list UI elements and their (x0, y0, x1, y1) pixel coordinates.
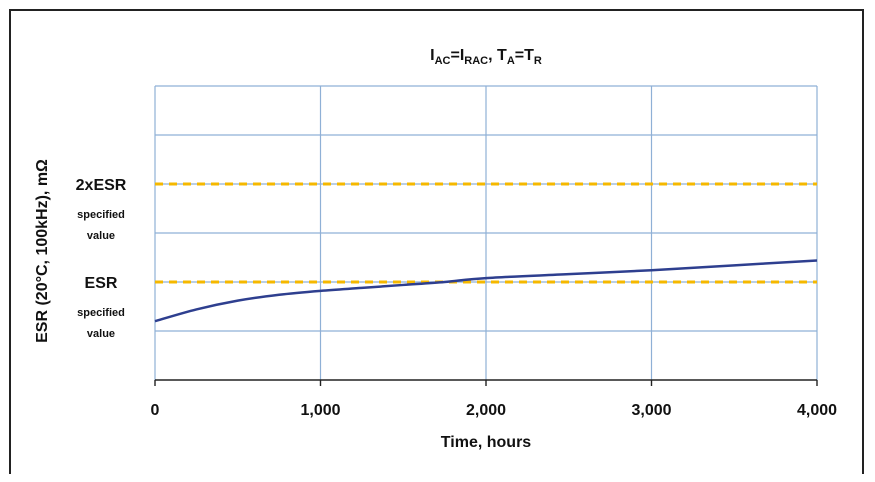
reference-lines (155, 182, 817, 284)
series (154, 259, 818, 323)
reference-sublabel-1-0: specified (77, 209, 125, 221)
x-tick-label-2: 2,000 (466, 402, 506, 419)
reference-sublabel-1-1: value (87, 230, 115, 242)
y-axis-label: ESR (20°C, 100kHz), mΩ (34, 159, 51, 343)
x-tick-label-4: 4,000 (797, 402, 837, 419)
grid (154, 85, 818, 386)
reference-label-1: 2xESR (76, 177, 127, 194)
reference-labels: ESR specified value 2xESR specified value (76, 177, 127, 340)
x-tick-label-0: 0 (151, 402, 160, 419)
reference-sublabel-0-1: value (87, 328, 115, 340)
reference-label-0: ESR (85, 275, 118, 292)
chart-frame (9, 9, 864, 474)
series-line-0 (154, 259, 818, 323)
reference-sublabel-0-0: specified (77, 307, 125, 319)
x-tick-labels: 0 1,000 2,000 3,000 4,000 (151, 402, 838, 419)
chart-title: IAC=IRAC, TA=TR (430, 47, 542, 67)
x-tick-label-3: 3,000 (631, 402, 671, 419)
x-tick-label-1: 1,000 (300, 402, 340, 419)
x-axis-label: Time, hours (441, 434, 531, 451)
